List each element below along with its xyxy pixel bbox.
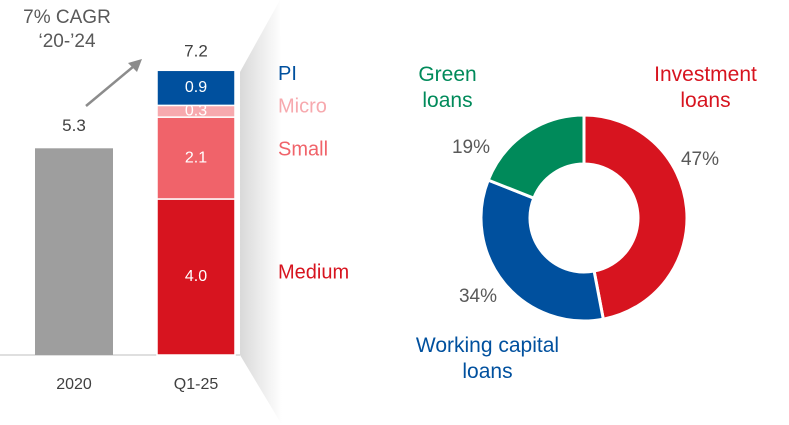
data-label: 0.3 bbox=[185, 102, 207, 119]
legend-label: Small bbox=[278, 138, 328, 160]
total-label: 5.3 bbox=[62, 116, 86, 135]
zoom-band bbox=[240, 0, 282, 425]
x-tick-label: 2020 bbox=[56, 376, 92, 393]
category-label: Working capital loans bbox=[415, 334, 560, 384]
arrow-head bbox=[128, 59, 142, 72]
data-label: 19% bbox=[452, 137, 490, 158]
data-label: 2.1 bbox=[185, 149, 207, 166]
donut-slice bbox=[479, 178, 606, 323]
total-label: 7.2 bbox=[184, 42, 208, 61]
data-label: 4.0 bbox=[185, 268, 207, 285]
bar-segment bbox=[156, 198, 236, 356]
bar-segment bbox=[35, 148, 113, 355]
legend-label: Medium bbox=[278, 261, 349, 283]
donut-slice bbox=[582, 113, 689, 321]
bar-segment bbox=[156, 69, 236, 107]
arrow bbox=[85, 65, 135, 107]
data-label: 47% bbox=[681, 149, 719, 170]
donut-slice bbox=[486, 113, 586, 201]
data-label: 0.9 bbox=[185, 79, 207, 96]
data-label: 34% bbox=[459, 286, 497, 307]
category-label: Investment loans bbox=[654, 63, 757, 113]
category-label: Green loans bbox=[418, 63, 477, 113]
x-tick-label: Q1-25 bbox=[174, 376, 219, 393]
legend-label: PI bbox=[278, 63, 297, 85]
legend-label: Micro bbox=[278, 96, 327, 118]
annotation: 7% CAGR ‘20-’24 bbox=[23, 7, 111, 52]
bar-segment bbox=[156, 116, 236, 200]
